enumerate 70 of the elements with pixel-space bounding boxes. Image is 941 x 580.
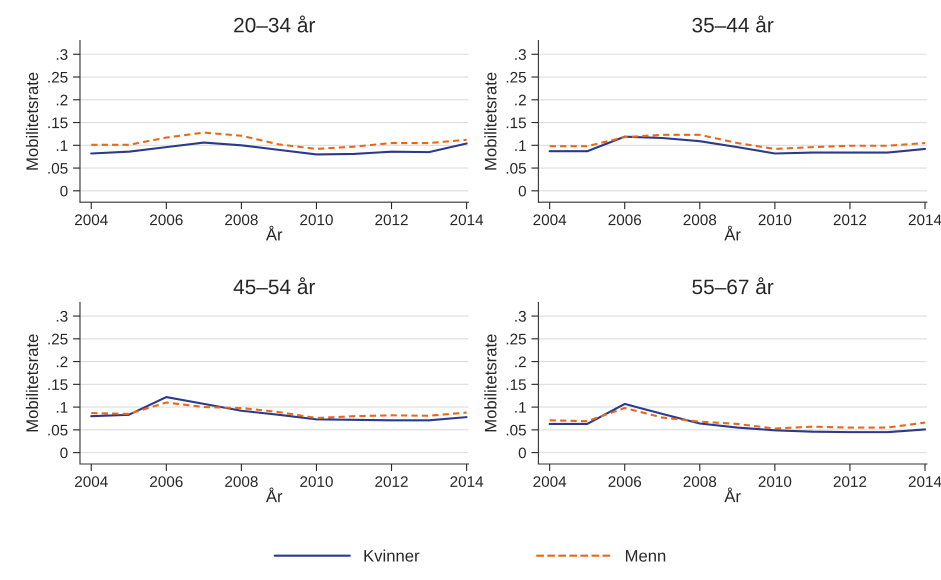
x-axis-title: År: [724, 488, 741, 502]
x-tick-label: 2004: [75, 214, 108, 226]
y-tick-label: .2: [515, 356, 526, 368]
x-tick-label: 2006: [150, 214, 183, 226]
y-tick-label: .05: [506, 162, 526, 174]
y-tick-label: .05: [48, 162, 68, 174]
y-tick-label: .05: [506, 424, 526, 436]
x-axis-title: År: [724, 226, 741, 240]
x-tick-label: 2012: [834, 476, 866, 488]
legend-label: Kvinner: [364, 549, 420, 562]
y-tick-label: 0: [518, 186, 526, 197]
x-axis-title: År: [266, 488, 282, 502]
y-tick-label: .2: [56, 94, 68, 106]
x-tick-label: 2004: [75, 476, 108, 488]
line-series: [90, 142, 468, 156]
y-tick-label: .1: [515, 140, 526, 151]
line-series: [548, 134, 926, 150]
chart-title: 35–44 år: [692, 15, 774, 32]
x-tick-label: 2006: [608, 214, 642, 226]
x-tick-label: 2010: [300, 214, 333, 226]
y-tick-label: .25: [506, 72, 526, 83]
x-tick-label: 2008: [684, 214, 716, 226]
y-tick-label: .15: [506, 379, 526, 390]
y-axis-title: Mobilitetsrate: [26, 334, 38, 432]
x-tick-label: 2014: [450, 214, 484, 226]
y-tick-label: .3: [515, 49, 526, 60]
x-tick-label: 2014: [450, 476, 484, 488]
chart-title: 45–54 år: [234, 277, 316, 294]
line-series: [90, 396, 468, 422]
x-tick-label: 2004: [533, 214, 566, 226]
y-tick-label: 0: [60, 186, 68, 197]
x-tick-label: 2010: [300, 476, 333, 488]
y-tick-label: .25: [506, 334, 526, 344]
line-series: [90, 402, 468, 420]
x-tick-label: 2012: [375, 476, 408, 488]
y-tick-label: .3: [56, 310, 68, 322]
y-tick-label: .3: [56, 49, 68, 60]
y-tick-label: .15: [48, 118, 68, 128]
chart-title: 20–34 år: [234, 15, 316, 32]
y-tick-label: .25: [48, 72, 68, 83]
x-tick-label: 2006: [150, 476, 183, 488]
y-tick-label: .1: [56, 140, 68, 151]
x-axis-title: År: [266, 226, 282, 240]
y-tick-label: .15: [48, 379, 68, 390]
x-tick-label: 2008: [225, 214, 258, 226]
x-tick-label: 2008: [684, 476, 716, 488]
y-tick-label: .1: [515, 402, 526, 413]
x-tick-label: 2004: [533, 476, 566, 488]
y-axis-title: Mobilitetsrate: [484, 334, 497, 432]
y-tick-label: .15: [506, 118, 526, 128]
y-tick-label: .25: [48, 334, 68, 344]
x-tick-label: 2012: [375, 214, 408, 226]
y-tick-label: .2: [515, 94, 526, 106]
y-axis-title: Mobilitetsrate: [484, 72, 497, 170]
x-tick-label: 2012: [834, 214, 866, 226]
y-tick-label: .3: [515, 310, 526, 322]
y-tick-label: 0: [518, 447, 526, 458]
y-axis-title: Mobilitetsrate: [26, 72, 38, 170]
y-tick-label: .1: [56, 402, 68, 413]
x-tick-label: 2008: [225, 476, 258, 488]
x-tick-label: 2010: [758, 214, 792, 226]
y-tick-label: .2: [56, 356, 68, 368]
y-tick-label: 0: [60, 447, 68, 458]
chart-title: 55–67 år: [692, 277, 774, 294]
y-tick-label: .05: [48, 424, 68, 436]
line-series: [548, 136, 926, 155]
line-series: [90, 132, 468, 150]
x-tick-label: 2006: [608, 476, 642, 488]
x-tick-label: 2010: [758, 476, 792, 488]
legend-label: Menn: [626, 550, 666, 562]
